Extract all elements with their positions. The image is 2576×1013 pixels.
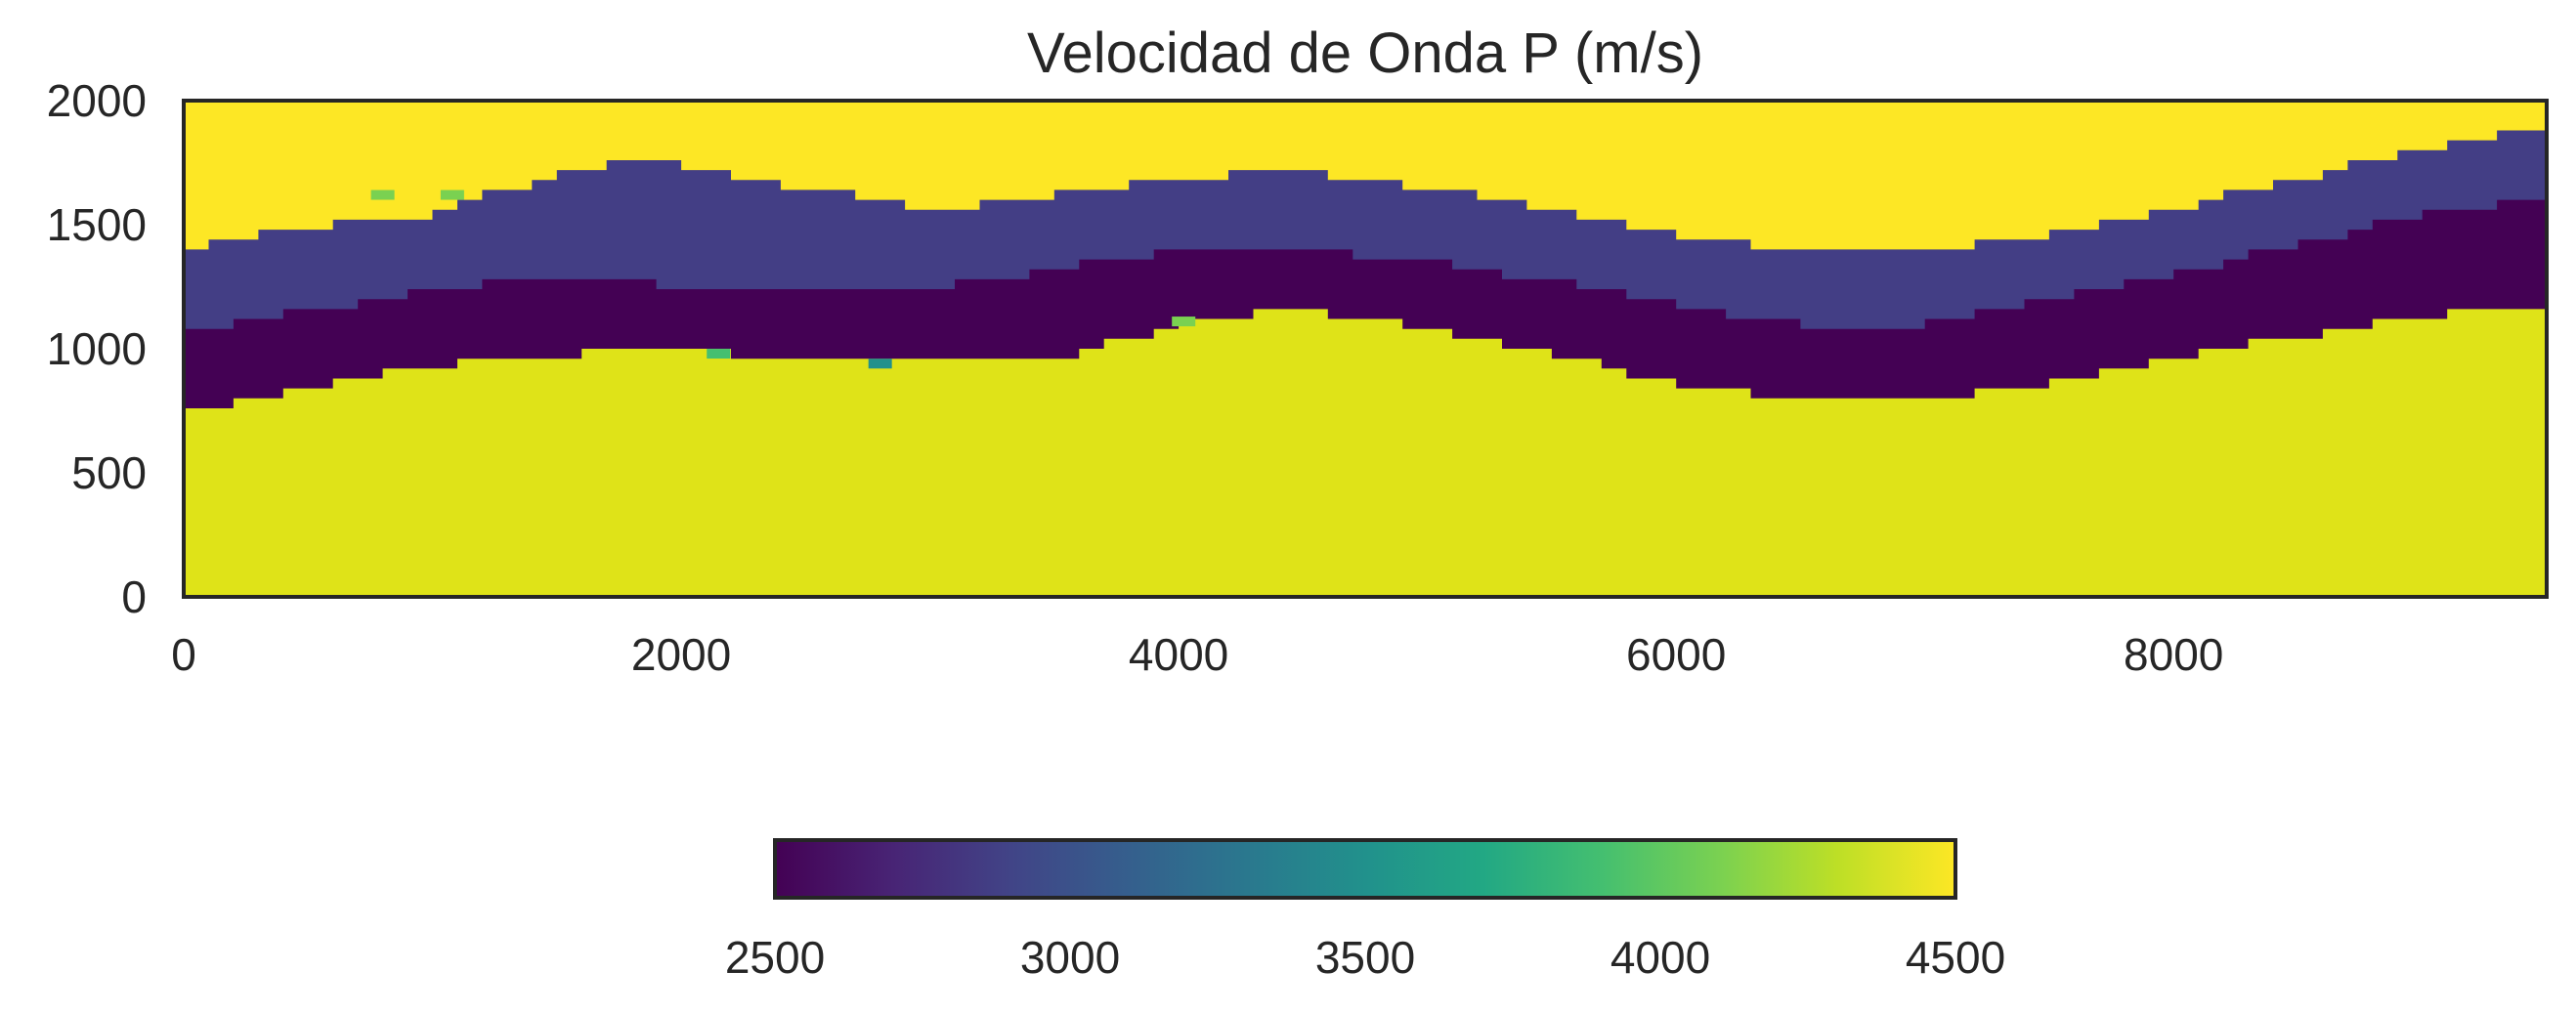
y-axis: 0 500 1000 1500 2000 [47, 75, 147, 622]
colorbar-gradient [775, 840, 1955, 898]
plot-frame [182, 99, 2549, 599]
colorbar-frame [773, 838, 1957, 900]
y-tick-label: 0 [121, 571, 147, 622]
y-tick-label: 2000 [47, 75, 147, 126]
x-tick-label: 4000 [1129, 629, 1228, 680]
x-tick-label: 0 [171, 629, 196, 680]
velocity-anomaly [1172, 317, 1196, 327]
layer-bottom [184, 309, 2547, 597]
chart-title: Velocidad de Onda P (m/s) [1027, 21, 1703, 85]
x-tick-label: 6000 [1626, 629, 1726, 680]
velocity-anomaly [868, 359, 892, 369]
x-axis: 0 2000 4000 6000 8000 [171, 629, 2223, 680]
plot-area [184, 101, 2547, 597]
velocity-anomaly [370, 190, 395, 200]
y-tick-label: 500 [71, 447, 147, 498]
colorbar-tick-label: 3500 [1315, 932, 1415, 983]
y-tick-label: 1500 [47, 199, 147, 250]
colorbar-tick-label: 4000 [1610, 932, 1710, 983]
colorbar-tick-label: 2500 [725, 932, 825, 983]
y-tick-label: 1000 [47, 323, 147, 374]
x-tick-label: 2000 [631, 629, 731, 680]
x-tick-label: 8000 [2124, 629, 2223, 680]
velocity-anomaly [440, 190, 464, 200]
colorbar-ticks: 2500 3000 3500 4000 4500 [725, 932, 2005, 983]
colorbar-tick-label: 4500 [1906, 932, 2005, 983]
colorbar-tick-label: 3000 [1020, 932, 1120, 983]
colorbar: 2500 3000 3500 4000 4500 [725, 838, 2005, 983]
velocity-anomaly [707, 349, 731, 359]
